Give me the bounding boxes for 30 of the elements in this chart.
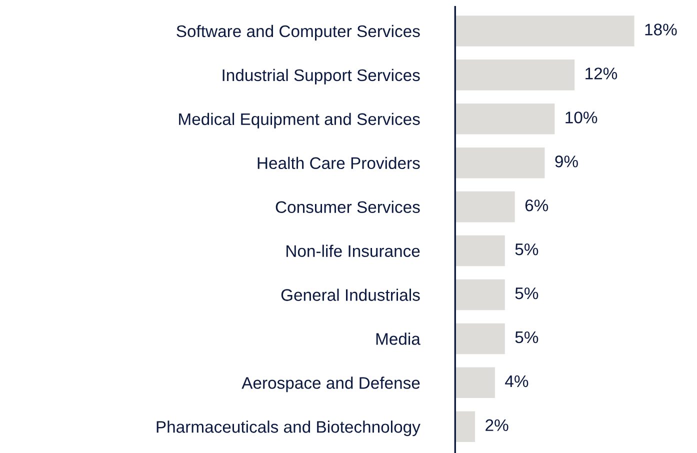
y-tick-label: Aerospace and Defense bbox=[242, 376, 420, 392]
y-tick-label: Industrial Support Services bbox=[222, 68, 420, 84]
data-label: 4% bbox=[505, 375, 528, 388]
bar bbox=[455, 411, 476, 442]
y-tick-label: Consumer Services bbox=[276, 200, 420, 214]
y-tick-label: Software and Computer Services bbox=[176, 24, 420, 40]
y-tick-label: Pharmaceuticals and Biotechnology bbox=[156, 420, 420, 436]
bar bbox=[455, 367, 495, 398]
data-label: 10% bbox=[566, 112, 598, 124]
bar bbox=[455, 279, 505, 310]
data-label: 12% bbox=[586, 68, 618, 80]
data-label: 9% bbox=[555, 156, 578, 168]
bar bbox=[455, 147, 545, 178]
y-tick-label: Media bbox=[376, 332, 420, 345]
data-label: 18% bbox=[645, 24, 677, 36]
y-tick-label: General Industrials bbox=[281, 288, 420, 301]
data-label: 5% bbox=[515, 331, 538, 344]
y-tick-label: Medical Equipment and Services bbox=[179, 112, 420, 128]
y-tick-label: Health Care Providers bbox=[258, 156, 420, 170]
bar bbox=[455, 191, 515, 222]
data-label: 5% bbox=[515, 244, 538, 256]
bar bbox=[455, 323, 505, 354]
data-label: 6% bbox=[525, 199, 548, 212]
bar bbox=[455, 235, 505, 266]
bar bbox=[455, 16, 634, 46]
data-label: 2% bbox=[486, 419, 508, 432]
y-tick-label: Non-life Insurance bbox=[286, 244, 420, 257]
data-label: 5% bbox=[515, 287, 538, 300]
bar bbox=[455, 60, 575, 90]
bar bbox=[455, 104, 555, 134]
